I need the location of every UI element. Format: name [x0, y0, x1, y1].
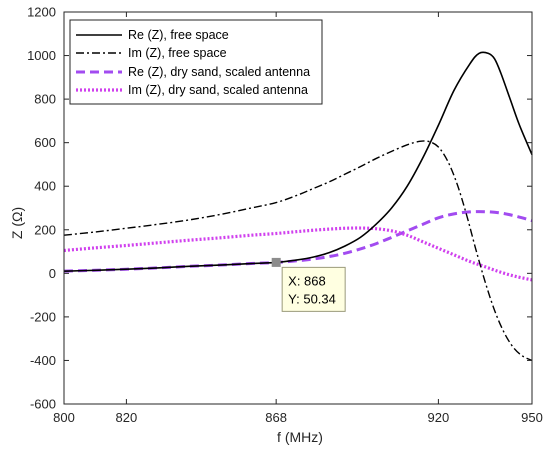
tick-labels: 800 820 868 920 950 -600 -400 -200 0 200 400 600 800…	[27, 5, 543, 426]
y-tick-label: 200	[34, 222, 56, 237]
y-tick-label: 0	[49, 266, 56, 281]
x-tick-label: 920	[428, 410, 450, 425]
datatip-marker[interactable]	[271, 257, 281, 267]
series-line-0	[63, 51, 533, 272]
series-layer	[63, 51, 533, 362]
datatip-x-text: X: 868	[288, 273, 326, 288]
y-tick-label: -600	[30, 397, 56, 412]
y-tick-label: 400	[34, 179, 56, 194]
series-line-1	[63, 140, 533, 362]
legend-label-im-free: Im (Z), free space	[128, 46, 227, 60]
y-axis-label: Z (Ω)	[9, 207, 25, 239]
y-tick-label: -200	[30, 309, 56, 324]
y-tick-label: 600	[34, 135, 56, 150]
axes-box	[63, 11, 533, 405]
datatip-box	[281, 266, 346, 312]
x-tick-label: 820	[116, 410, 138, 425]
y-tick-label: 800	[34, 92, 56, 107]
datatip-y-text: Y: 50.34	[288, 291, 336, 306]
y-tick-label: 1200	[27, 5, 56, 20]
legend-label-im-sand: Im (Z), dry sand, scaled antenna	[128, 83, 308, 97]
y-tick-label: -400	[30, 353, 56, 368]
series-line-3	[63, 226, 533, 282]
axes-layer	[63, 11, 533, 405]
x-axis-label: f (MHz)	[277, 429, 323, 445]
x-tick-label: 800	[53, 410, 75, 425]
legend-label-re-sand: Re (Z), dry sand, scaled antenna	[128, 65, 310, 79]
x-tick-label: 868	[265, 410, 287, 425]
x-tick-label: 950	[521, 410, 543, 425]
y-tick-label: 1000	[27, 48, 56, 63]
legend-label-re-free: Re (Z), free space	[128, 28, 229, 42]
datatip[interactable]: X: 868 Y: 50.34	[271, 257, 346, 312]
legend: Re (Z), free space Im (Z), free space Re…	[69, 19, 323, 105]
